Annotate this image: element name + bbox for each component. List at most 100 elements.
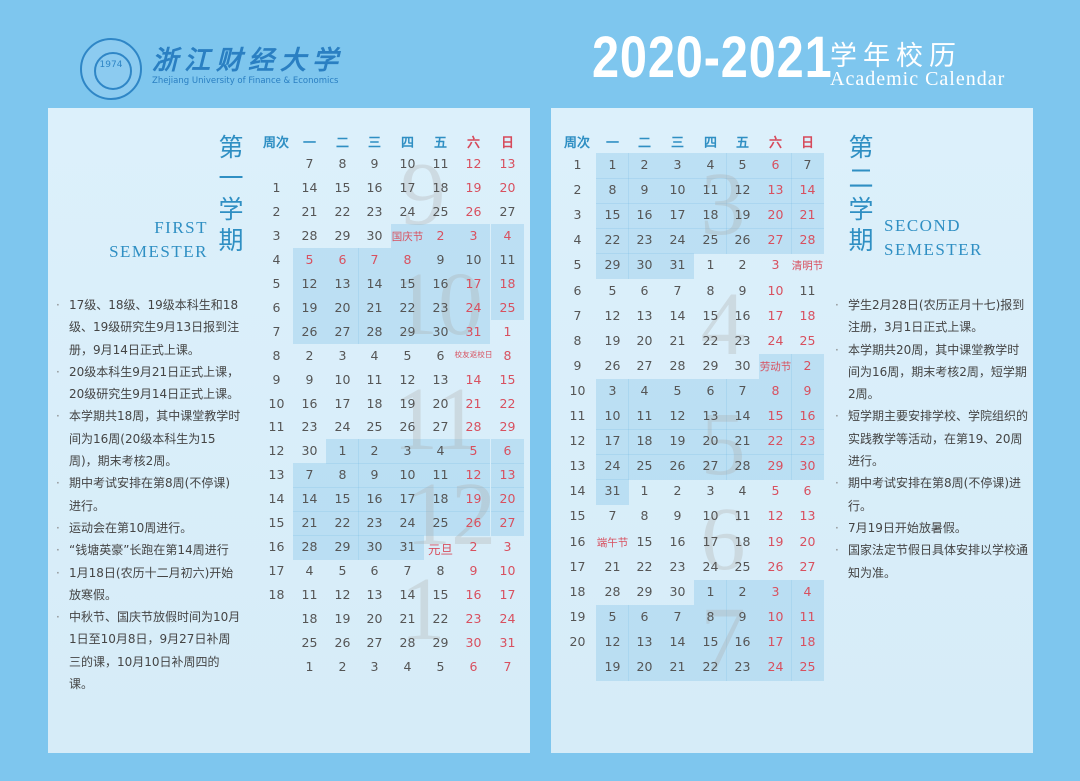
- day-cell: 29: [499, 419, 516, 435]
- month-shade: [725, 579, 759, 606]
- day-cell: 28: [301, 539, 318, 555]
- day-cell: 17: [767, 633, 784, 649]
- day-cell: 27: [767, 232, 784, 248]
- month-shade: [660, 153, 694, 179]
- day-cell: 2: [370, 443, 379, 459]
- day-cell: 19: [604, 659, 621, 674]
- day-cell: 16: [465, 587, 482, 603]
- month-shade: [790, 228, 824, 254]
- week-number: 20: [569, 633, 586, 649]
- day-cell: 20: [636, 332, 653, 348]
- semester-notes: 17级、18级、19级本科生和18级、19级研究生9月13日报到注册，9月14日…: [56, 294, 241, 695]
- month-shade: [790, 629, 824, 656]
- holiday-label: 端午节: [596, 536, 629, 549]
- day-cell: 23: [636, 232, 653, 248]
- day-cell: 1: [706, 583, 715, 599]
- day-cell: 10: [702, 508, 719, 524]
- day-cell: 20: [702, 433, 719, 449]
- week-number: 7: [272, 323, 281, 339]
- week-number: 8: [272, 347, 281, 363]
- day-cell: 7: [503, 658, 512, 674]
- month-numeral: 9: [400, 145, 446, 244]
- day-cell: 13: [767, 182, 784, 198]
- day-cell: 28: [301, 227, 318, 243]
- week-number: 8: [573, 332, 582, 348]
- week-number: 3: [272, 227, 281, 243]
- month-shade: [660, 228, 694, 254]
- day-cell: 11: [799, 608, 816, 624]
- day-cell: 30: [465, 635, 482, 650]
- month-shade: [595, 604, 629, 631]
- day-cell: 14: [301, 179, 318, 195]
- day-cell: 28: [799, 232, 816, 248]
- day-cell: 23: [669, 558, 686, 574]
- month-shade: [490, 511, 524, 536]
- day-cell: 13: [499, 156, 516, 171]
- day-cell: 24: [702, 558, 719, 574]
- month-shade: [790, 454, 824, 480]
- month-shade: [595, 454, 629, 480]
- week-number: 4: [573, 232, 582, 248]
- month-shade: [292, 511, 326, 536]
- month-shade: [325, 463, 359, 488]
- month-numeral: 6: [700, 490, 746, 589]
- day-cell: 30: [636, 257, 653, 273]
- day-cell: 20: [334, 299, 351, 315]
- day-cell: 18: [432, 179, 449, 195]
- day-cell: 8: [771, 382, 780, 398]
- day-cell: 19: [604, 332, 621, 348]
- day-cell: 27: [702, 458, 719, 474]
- week-number: 11: [569, 408, 586, 423]
- day-cell: 23: [465, 611, 482, 627]
- month-shade: [660, 629, 694, 656]
- day-cell: 5: [403, 347, 412, 363]
- day-cell: 14: [669, 307, 686, 323]
- week-number: 5: [573, 257, 582, 273]
- month-shade: [595, 203, 629, 229]
- day-cell: 2: [640, 157, 649, 172]
- weekday-header: 四: [703, 136, 717, 151]
- month-shade: [357, 487, 391, 512]
- day-cell: 12: [334, 587, 351, 603]
- day-cell: 23: [799, 433, 816, 449]
- week-number: 7: [573, 307, 582, 323]
- note-item: 运动会在第10周进行。: [56, 517, 241, 540]
- weekday-header: 一: [605, 136, 619, 151]
- calendar-title-cn: 学年校历: [830, 41, 962, 72]
- day-cell: 18: [799, 633, 816, 649]
- day-cell: 6: [640, 608, 649, 624]
- day-cell: 25: [499, 299, 516, 315]
- day-cell: 10: [604, 408, 621, 423]
- day-cell: 21: [465, 395, 482, 411]
- day-cell: 21: [669, 332, 686, 348]
- day-cell: 3: [771, 257, 780, 273]
- day-cell: 3: [706, 483, 715, 499]
- weekday-header: 周次: [563, 136, 590, 151]
- day-cell: 10: [465, 251, 482, 267]
- month-shade: [693, 378, 727, 405]
- day-cell: 16: [366, 179, 383, 195]
- month-shade: [456, 463, 490, 488]
- day-cell: 17: [604, 433, 621, 449]
- day-cell: 20: [366, 611, 383, 627]
- day-cell: 19: [465, 179, 482, 195]
- month-shade: [325, 295, 359, 321]
- day-cell: 29: [399, 323, 416, 339]
- month-shade: [292, 319, 326, 345]
- day-cell: 8: [403, 251, 412, 267]
- day-cell: 10: [669, 182, 686, 198]
- week-number: 15: [569, 508, 586, 524]
- month-shade: [660, 178, 694, 204]
- day-cell: 4: [403, 658, 412, 674]
- weekday-header: 二: [637, 136, 651, 151]
- day-cell: 14: [465, 371, 482, 387]
- day-cell: 29: [334, 227, 351, 243]
- day-cell: 10: [334, 371, 351, 387]
- weekday-header: 三: [367, 136, 381, 151]
- month-shade: [693, 655, 727, 681]
- day-cell: 14: [734, 408, 751, 423]
- day-cell: 16: [734, 307, 751, 323]
- semester-title-cn: 第二学期: [848, 133, 874, 255]
- month-shade: [693, 604, 727, 631]
- month-shade: [693, 178, 727, 204]
